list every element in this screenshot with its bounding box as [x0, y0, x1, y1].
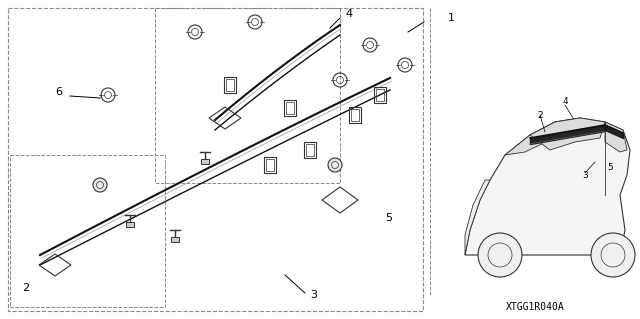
Text: XTGG1R040A: XTGG1R040A: [506, 302, 564, 312]
Bar: [224, 77, 236, 93]
Polygon shape: [465, 180, 490, 255]
Bar: [226, 79, 234, 91]
Bar: [374, 87, 386, 103]
Circle shape: [478, 233, 522, 277]
Bar: [264, 157, 276, 173]
Bar: [155, 8, 340, 183]
Text: 6: 6: [55, 87, 62, 97]
Polygon shape: [530, 118, 605, 150]
Text: 3: 3: [582, 170, 588, 180]
Bar: [10, 155, 165, 307]
Bar: [349, 107, 361, 123]
Text: 5: 5: [385, 213, 392, 223]
Text: 4: 4: [562, 98, 568, 107]
Circle shape: [93, 178, 107, 192]
Circle shape: [328, 158, 342, 172]
Bar: [376, 89, 384, 101]
Bar: [351, 109, 359, 121]
Text: 5: 5: [607, 164, 613, 173]
Bar: [171, 237, 179, 242]
Bar: [201, 159, 209, 164]
Text: 3: 3: [310, 290, 317, 300]
Text: 1: 1: [448, 13, 455, 23]
Bar: [286, 102, 294, 114]
Bar: [266, 159, 274, 171]
Text: 2: 2: [537, 110, 543, 120]
Polygon shape: [605, 122, 627, 152]
Text: 2: 2: [22, 283, 29, 293]
Bar: [284, 100, 296, 116]
Text: 4: 4: [345, 9, 352, 19]
Bar: [306, 144, 314, 156]
Polygon shape: [505, 118, 580, 155]
Bar: [304, 142, 316, 158]
Polygon shape: [465, 118, 630, 255]
Circle shape: [591, 233, 635, 277]
Bar: [126, 222, 134, 227]
Bar: [8, 8, 423, 311]
